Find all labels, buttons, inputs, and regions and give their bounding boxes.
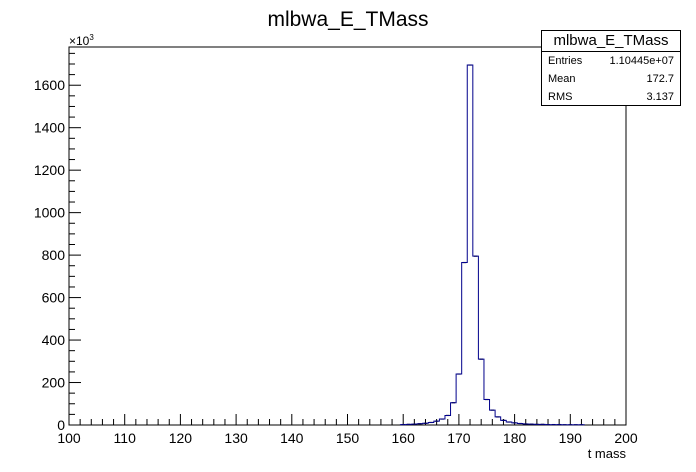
y-tick-label: 1000 bbox=[34, 205, 65, 221]
x-tick-label: 200 bbox=[614, 430, 638, 446]
stats-rms-value: 3.137 bbox=[646, 91, 674, 103]
stats-box: mlbwa_E_TMass Entries 1.10445e+07 Mean 1… bbox=[541, 30, 681, 106]
y-tick-label: 0 bbox=[57, 417, 65, 433]
stats-entries-label: Entries bbox=[548, 55, 583, 67]
x-tick-label: 140 bbox=[280, 430, 304, 446]
y-tick-label: 600 bbox=[42, 290, 66, 306]
stats-row-mean: Mean 172.7 bbox=[542, 70, 680, 88]
histogram-series bbox=[399, 64, 585, 426]
stats-row-rms: RMS 3.137 bbox=[542, 88, 680, 106]
y-tick-label: 1200 bbox=[34, 162, 65, 178]
x-tick-label: 150 bbox=[336, 430, 360, 446]
x-tick-label: 130 bbox=[224, 430, 248, 446]
stats-entries-value: 1.10445e+07 bbox=[609, 55, 674, 67]
stats-row-entries: Entries 1.10445e+07 bbox=[542, 52, 680, 70]
histogram-outline bbox=[399, 64, 585, 426]
x-tick-label: 110 bbox=[114, 430, 137, 446]
x-tick-label: 100 bbox=[57, 430, 81, 446]
y-tick-label: 800 bbox=[42, 247, 66, 263]
y-multiplier-label: ×103 bbox=[69, 33, 94, 48]
stats-rms-label: RMS bbox=[548, 91, 573, 103]
stats-title: mlbwa_E_TMass bbox=[542, 31, 680, 52]
y-tick-label: 400 bbox=[42, 332, 66, 348]
x-tick-label: 180 bbox=[503, 430, 527, 446]
x-tick-label: 170 bbox=[447, 430, 471, 446]
y-tick-label: 1600 bbox=[34, 77, 65, 93]
y-tick-label: 200 bbox=[42, 375, 66, 391]
x-tick-label: 160 bbox=[392, 430, 416, 446]
stats-mean-value: 172.7 bbox=[646, 73, 674, 85]
y-tick-label: 1400 bbox=[34, 120, 65, 136]
stats-mean-label: Mean bbox=[548, 73, 576, 85]
axis-ticks: 100 110 120 130 140 150 160 170 180 190 200 0 200 400… bbox=[34, 52, 638, 446]
x-tick-label: 120 bbox=[169, 430, 193, 446]
x-tick-label: 190 bbox=[559, 430, 583, 446]
chart-title: mlbwa_E_TMass bbox=[267, 8, 428, 31]
x-axis-label: t mass bbox=[588, 446, 627, 461]
